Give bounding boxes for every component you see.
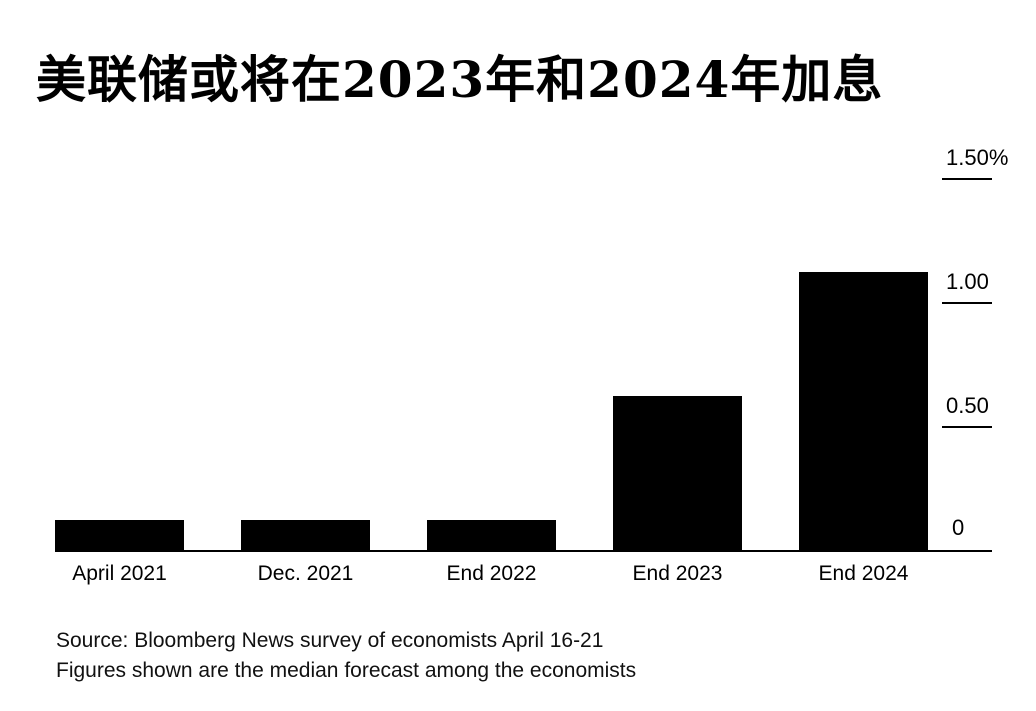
x-tick-label-2: Dec. 2021 [258,562,354,585]
y-tick-label-4: 1.50% [946,145,1008,170]
bars-layer [55,272,928,551]
figures-note: Figures shown are the median forecast am… [56,659,637,682]
chart-footer: Source: Bloomberg News survey of economi… [56,626,636,686]
x-axis-labels: April 2021 Dec. 2021 End 2022 End 2023 End 2… [72,562,909,585]
x-tick-label-3: End 2022 [447,562,537,585]
x-tick-label-4: End 2023 [633,562,723,585]
x-tick-label-5: End 2024 [819,562,909,585]
bar-1 [55,520,184,551]
y-axis-ticks: 0 0.50 1.00 1.50% [942,145,1008,540]
y-tick-label-1: 0 [952,515,964,540]
x-tick-label-1: April 2021 [72,562,167,585]
bar-5 [799,272,928,551]
y-tick-label-3: 1.00 [946,269,989,294]
source-note: Source: Bloomberg News survey of economi… [56,629,604,652]
bar-4 [613,396,742,551]
y-tick-label-2: 0.50 [946,393,989,418]
bar-2 [241,520,370,551]
chart-title: 美联储或将在2023年和2024年加息 [36,50,884,109]
bar-3 [427,520,556,551]
